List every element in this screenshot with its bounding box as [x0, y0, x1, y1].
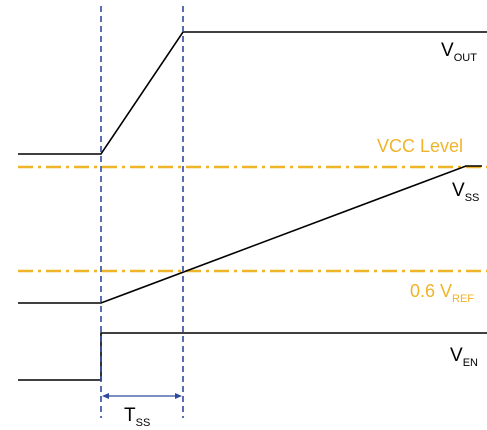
vcc-level-label: VCC Level	[377, 136, 463, 156]
vref-level-label: 0.6 VREF	[410, 281, 474, 305]
tss-label: TSS	[124, 405, 150, 429]
tss-interval-arrow	[102, 393, 182, 399]
ven-label: VEN	[450, 345, 478, 369]
vout-label: VOUT	[441, 40, 477, 64]
vss-waveform	[18, 165, 482, 304]
vss-label: VSS	[452, 180, 479, 204]
vout-waveform	[18, 31, 487, 155]
ven-waveform	[18, 332, 487, 381]
